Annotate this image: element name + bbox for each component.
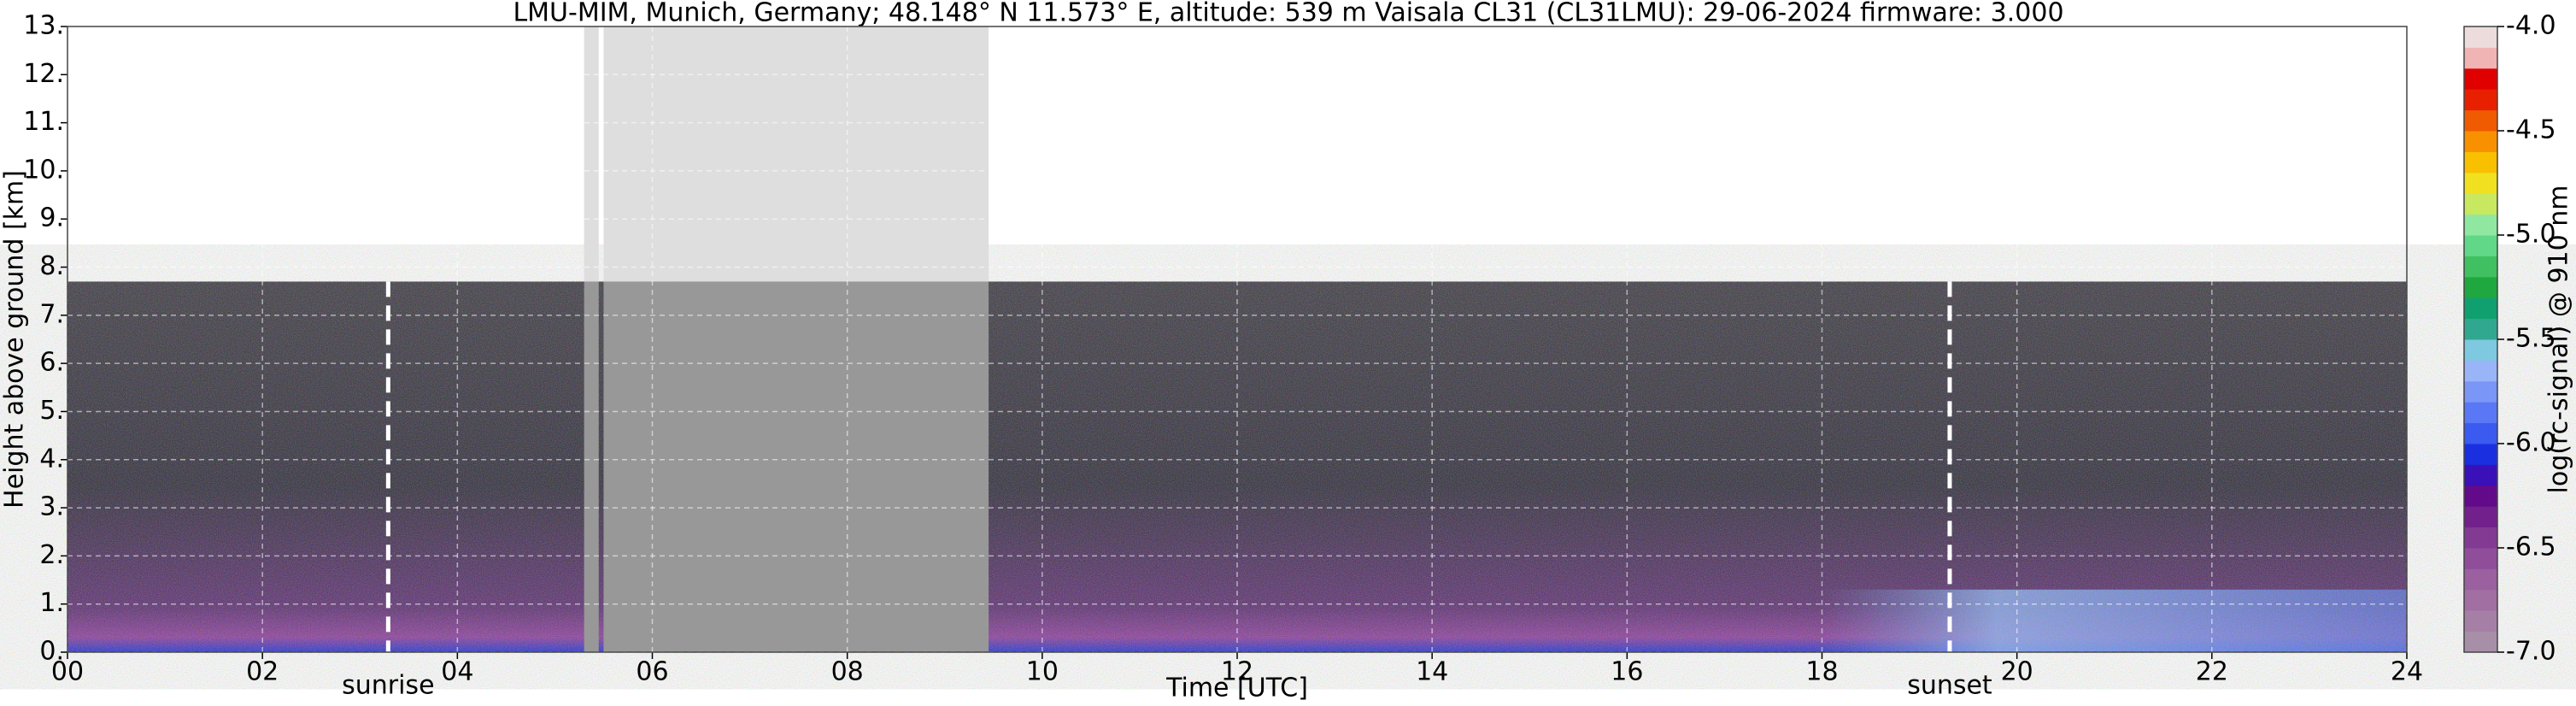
colorbar-segment xyxy=(2464,402,2497,424)
no-data-lower xyxy=(603,281,989,652)
colorbar-tick-label: -4.5 xyxy=(2506,115,2556,145)
colorbar-segment xyxy=(2464,131,2497,152)
colorbar-segment xyxy=(2464,548,2497,569)
colorbar-segment xyxy=(2464,26,2497,48)
noise-texture xyxy=(67,281,2407,652)
y-tick-label: 5. xyxy=(39,396,64,426)
y-tick-label: 12. xyxy=(23,59,64,89)
colorbar-segment xyxy=(2464,318,2497,340)
no-data-lower xyxy=(584,281,599,652)
x-tick-label: 02 xyxy=(246,657,279,687)
y-tick-label: 3. xyxy=(39,492,64,522)
colorbar-segment xyxy=(2464,464,2497,486)
y-tick-label: 4. xyxy=(39,444,64,474)
colorbar-tick-label: -5.5 xyxy=(2506,324,2556,354)
x-tick-label: 10 xyxy=(1026,657,1059,687)
colorbar-segment xyxy=(2464,109,2497,132)
colorbar-tick-label: -6.0 xyxy=(2506,428,2556,458)
colorbar-segment xyxy=(2464,276,2497,298)
no-data-upper xyxy=(584,26,599,282)
colorbar-tick-label: -6.5 xyxy=(2506,532,2556,562)
colorbar-segment xyxy=(2464,89,2497,111)
colorbar-segment xyxy=(2464,172,2497,194)
x-tick-label: 04 xyxy=(441,657,473,687)
y-tick-label: 8. xyxy=(39,251,64,281)
colorbar-segment xyxy=(2464,256,2497,278)
chart-title: LMU-MIM, Munich, Germany; 48.148° N 11.5… xyxy=(513,0,2063,28)
x-tick-label: 14 xyxy=(1416,657,1448,687)
x-tick-label: 18 xyxy=(1805,657,1838,687)
colorbar-segment xyxy=(2464,151,2497,174)
colorbar-segment xyxy=(2464,214,2497,236)
colorbar-segment xyxy=(2464,610,2497,632)
colorbar-tick-label: -4.0 xyxy=(2506,11,2556,41)
x-axis-label: Time [UTC] xyxy=(1165,674,1308,703)
y-tick-label: 1. xyxy=(39,588,64,618)
colorbar-segment xyxy=(2464,506,2497,528)
colorbar-segment xyxy=(2464,193,2497,215)
y-axis-label: Height above ground [km] xyxy=(0,170,30,509)
y-tick-label: 6. xyxy=(39,348,64,378)
no-data-upper xyxy=(603,26,989,282)
colorbar-segment xyxy=(2464,568,2497,591)
x-tick-label: 06 xyxy=(636,657,668,687)
colorbar-tick-label: -5.0 xyxy=(2506,220,2556,250)
colorbar-segment xyxy=(2464,235,2497,256)
colorbar-segment xyxy=(2464,339,2497,361)
colorbar-segment xyxy=(2464,589,2497,611)
colorbar-segment xyxy=(2464,527,2497,549)
y-tick-label: 2. xyxy=(39,540,64,570)
colorbar-segment xyxy=(2464,68,2497,90)
y-tick-label: 7. xyxy=(39,299,64,329)
plot-area xyxy=(67,26,2407,652)
colorbar-segment xyxy=(2464,485,2497,507)
colorbar-label: log(rc-signal) @ 910 nm xyxy=(2544,185,2574,494)
colorbar-segment xyxy=(2464,444,2497,465)
x-tick-label: 12 xyxy=(1221,657,1253,687)
y-tick-label: 13. xyxy=(23,11,64,41)
annotation-label: sunset xyxy=(1907,671,1992,701)
y-tick-label: 10. xyxy=(23,155,64,185)
y-tick-label: 0. xyxy=(39,637,64,667)
x-tick-label: 00 xyxy=(51,657,84,687)
colorbar-segment xyxy=(2464,380,2497,403)
x-tick-label: 22 xyxy=(2196,657,2228,687)
x-tick-label: 24 xyxy=(2391,657,2423,687)
colorbar-segment xyxy=(2464,360,2497,382)
plot-frame xyxy=(67,26,2408,653)
colorbar-tick-label: -7.0 xyxy=(2506,637,2556,667)
y-tick-label: 11. xyxy=(23,107,64,137)
x-tick-label: 16 xyxy=(1611,657,1643,687)
y-tick-label: 9. xyxy=(39,203,64,233)
colorbar-segment xyxy=(2464,631,2497,653)
colorbar-segment xyxy=(2464,422,2497,444)
x-tick-label: 08 xyxy=(831,657,864,687)
x-tick-label: 20 xyxy=(2001,657,2033,687)
colorbar-segment xyxy=(2464,297,2497,320)
colorbar-segment xyxy=(2464,47,2497,69)
annotation-label: sunrise xyxy=(342,671,434,701)
